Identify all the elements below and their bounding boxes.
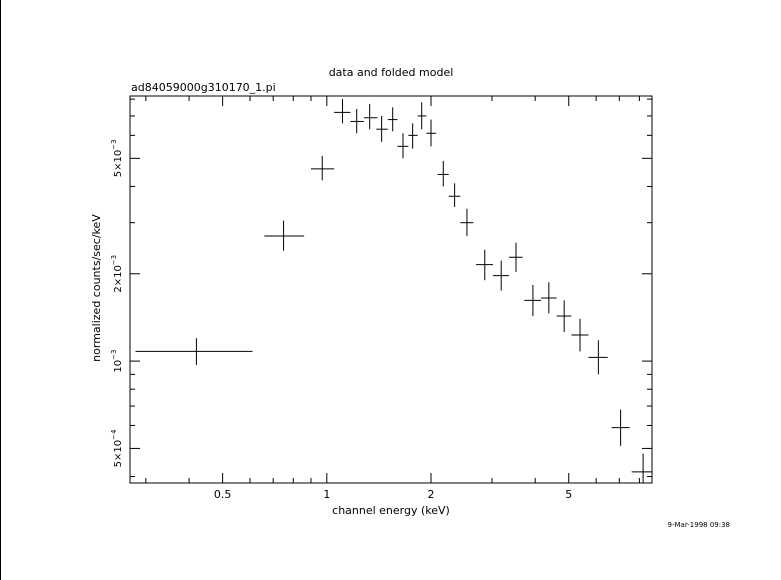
- data-point: [350, 108, 364, 134]
- data-point: [631, 453, 652, 483]
- data-point: [135, 338, 253, 365]
- data-point: [437, 160, 449, 187]
- data-point: [460, 208, 474, 236]
- data-point: [397, 133, 409, 159]
- y-tick-label: 5×10−4: [110, 429, 124, 467]
- y-tick-label: 10−3: [110, 350, 124, 373]
- y-tick-label: 5×10−3: [110, 139, 124, 177]
- data-point: [611, 409, 630, 446]
- data-point: [571, 318, 589, 352]
- data-point: [310, 155, 335, 181]
- data-point: [376, 115, 388, 142]
- x-tick-label: 0.5: [214, 488, 232, 501]
- data-point: [426, 119, 437, 147]
- y-axis-label: normalized counts/sec/keV: [90, 214, 103, 362]
- data-point: [492, 260, 509, 291]
- data-point: [524, 284, 542, 317]
- plot-frame: [129, 95, 653, 484]
- data-point: [334, 99, 351, 124]
- data-point: [588, 340, 608, 375]
- data-point: [264, 220, 305, 251]
- data-point: [408, 123, 418, 149]
- data-point: [541, 282, 557, 314]
- x-tick-label: 1: [323, 488, 330, 501]
- x-axis-label: channel energy (keV): [332, 504, 450, 517]
- data-point: [417, 102, 427, 130]
- timestamp: 9-Mar-1998 09:38: [668, 521, 730, 529]
- data-point: [387, 107, 398, 132]
- axes: 0.5 1 2 5 5×10−4 10−3 2×10−3 5×10−3: [110, 95, 653, 501]
- window-left-border: [0, 0, 1, 580]
- x-tick-label: 2: [428, 488, 435, 501]
- data-point: [556, 300, 572, 332]
- data-point: [448, 183, 461, 207]
- chart-subtitle: ad84059000g310170_1.pi: [131, 81, 276, 94]
- x-tick-label: 5: [565, 488, 572, 501]
- y-tick-label: 2×10−3: [110, 255, 124, 293]
- chart-title: data and folded model: [329, 66, 454, 79]
- data-point: [476, 249, 493, 281]
- data-point: [508, 242, 523, 272]
- data-points: [135, 99, 652, 483]
- data-point: [363, 103, 378, 130]
